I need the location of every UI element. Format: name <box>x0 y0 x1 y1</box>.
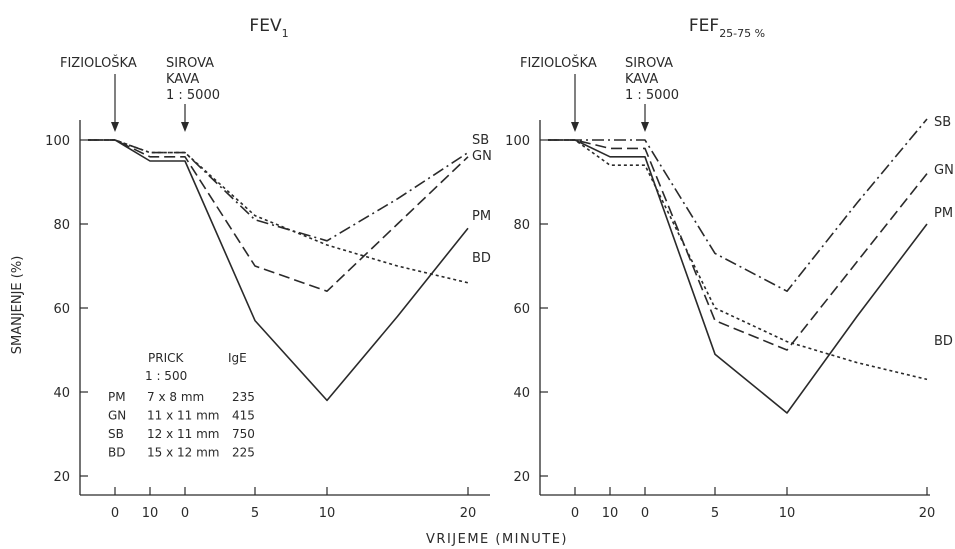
inset-header-prick: PRICK <box>148 351 184 365</box>
series-label-gn: GN <box>472 149 492 164</box>
inset-cell: GN <box>108 409 126 423</box>
series-line-bd <box>88 139 469 284</box>
x-axis-label: VRIJEME (MINUTE) <box>426 532 568 547</box>
x-tick-label: 0 <box>111 506 119 521</box>
x-tick-label: 5 <box>251 506 259 521</box>
sirova-kava-arrow-head <box>181 122 189 132</box>
inset-subheader: 1 : 500 <box>145 369 187 383</box>
fef-annotation-fizioloska: FIZIOLOŠKA <box>520 55 597 71</box>
fizioloska-arrow-head <box>571 122 579 132</box>
series-label-pm: PM <box>472 209 491 224</box>
y-axis-label: SMANJENJE (%) <box>10 256 25 355</box>
y-tick-label: 40 <box>53 386 70 401</box>
y-tick-label: 60 <box>53 302 70 317</box>
inset-header-ige: IgE <box>228 351 247 365</box>
fev1-annotations: FIZIOLOŠKA SIROVA KAVA 1 : 5000 <box>60 55 220 132</box>
series-line-gn <box>88 139 469 293</box>
fev1-y-ticks: 100 80 60 40 20 <box>45 134 88 485</box>
x-tick-label: 0 <box>181 506 189 521</box>
series-label-sb: SB <box>472 133 489 148</box>
series-line-gn <box>548 139 928 351</box>
fef-annotation-sirova-kava: SIROVA KAVA 1 : 5000 <box>625 56 679 103</box>
y-tick-label: 80 <box>513 218 530 233</box>
y-tick-label: 100 <box>505 134 530 149</box>
x-tick-label: 20 <box>919 506 936 521</box>
fev1-annotation-sirova-kava: SIROVA KAVA 1 : 5000 <box>166 56 220 103</box>
x-tick-label: 10 <box>602 506 619 521</box>
inset-cell: 12 x 11 mm <box>147 427 219 441</box>
inset-cell: 235 <box>232 390 255 404</box>
fef-y-ticks: 100 80 60 40 20 <box>505 134 548 485</box>
series-line-pm <box>548 139 928 414</box>
series-label-bd: BD <box>472 251 491 266</box>
inset-cell: 225 <box>232 446 255 460</box>
inset-cell: PM <box>108 390 126 404</box>
fev1-title: FEV1 <box>249 16 288 40</box>
series-label-sb: SB <box>934 115 951 130</box>
inset-table: PRICK IgE 1 : 500 PM 7 x 8 mm 235 GN 11 x 11… <box>108 351 255 460</box>
inset-cell: 750 <box>232 427 255 441</box>
fef-x-ticks: 0 10 0 5 10 20 <box>571 487 935 521</box>
y-tick-label: 20 <box>513 470 530 485</box>
y-tick-label: 80 <box>53 218 70 233</box>
fef-title: FEF25-75 % <box>689 16 765 40</box>
fev1-annotation-fizioloska: FIZIOLOŠKA <box>60 55 137 71</box>
x-tick-label: 10 <box>779 506 796 521</box>
inset-cell: SB <box>108 427 124 441</box>
x-tick-label: 0 <box>571 506 579 521</box>
x-tick-label: 20 <box>460 506 477 521</box>
y-tick-label: 40 <box>513 386 530 401</box>
inset-cell: 11 x 11 mm <box>147 409 219 423</box>
fev1-series-lines <box>88 139 469 402</box>
series-label-gn: GN <box>934 163 954 178</box>
sirova-kava-arrow-head <box>641 122 649 132</box>
fizioloska-arrow-head <box>111 122 119 132</box>
series-label-pm: PM <box>934 206 953 221</box>
x-tick-label: 10 <box>142 506 159 521</box>
inset-cell: BD <box>108 446 125 460</box>
series-line-bd <box>548 139 928 381</box>
inset-cell: 7 x 8 mm <box>147 390 204 404</box>
series-line-sb <box>548 118 928 293</box>
x-tick-label: 10 <box>319 506 336 521</box>
series-line-pm <box>88 139 469 402</box>
x-tick-label: 0 <box>641 506 649 521</box>
y-tick-label: 100 <box>45 134 70 149</box>
series-label-bd: BD <box>934 334 953 349</box>
inset-cell: 15 x 12 mm <box>147 446 219 460</box>
y-tick-label: 60 <box>513 302 530 317</box>
x-tick-label: 5 <box>711 506 719 521</box>
fef-annotations: FIZIOLOŠKA SIROVA KAVA 1 : 5000 <box>520 55 679 132</box>
fef-series-labels: SB GN PM BD <box>934 115 954 349</box>
fev1-x-ticks: 0 10 0 5 10 20 <box>111 487 476 521</box>
inset-cell: 415 <box>232 409 255 423</box>
fef-series-lines <box>548 118 928 414</box>
y-tick-label: 20 <box>53 470 70 485</box>
inset-rows: PM 7 x 8 mm 235 GN 11 x 11 mm 415 SB 12 x 11 mm… <box>108 390 255 460</box>
